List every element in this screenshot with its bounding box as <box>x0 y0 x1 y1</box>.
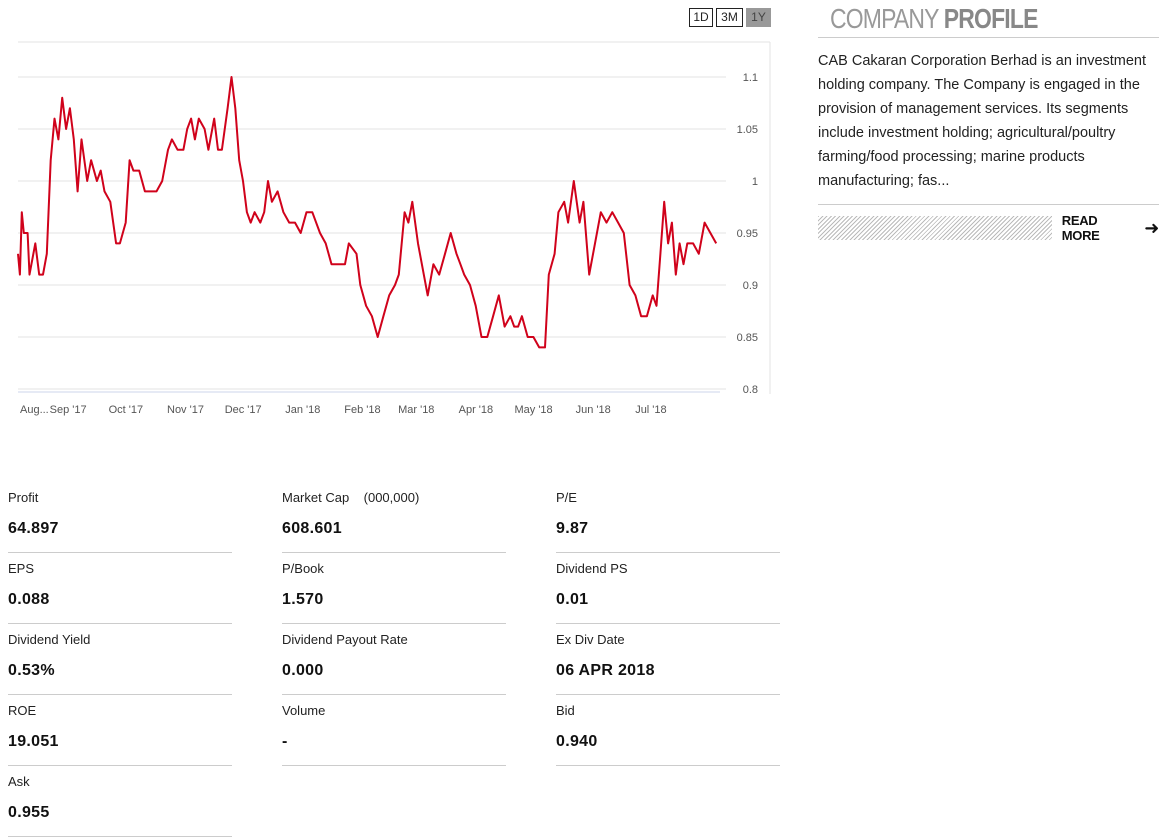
y-tick-label: 0.8 <box>743 384 758 396</box>
y-tick-label: 1.1 <box>743 72 758 84</box>
stat-label: Dividend Yield <box>8 632 91 647</box>
profile-divider <box>818 204 1159 205</box>
stat-value: 0.088 <box>8 591 50 608</box>
stat-eps: EPS 0.088 <box>8 553 232 624</box>
x-tick-label: Dec '17 <box>225 404 262 416</box>
stat-ex-div-date: Ex Div Date 06 APR 2018 <box>556 624 780 695</box>
stat-label: Dividend Payout Rate <box>282 632 408 647</box>
stat-dividend-yield: Dividend Yield 0.53% <box>8 624 232 695</box>
range-1y-button[interactable]: 1Y <box>746 8 771 27</box>
x-tick-label: May '18 <box>515 404 553 416</box>
x-tick-label: Jun '18 <box>576 404 611 416</box>
stat-value: - <box>282 733 288 750</box>
stat-pbook: P/Book 1.570 <box>282 553 506 624</box>
stat-label: Market Cap (000,000) <box>282 490 420 505</box>
stat-ask: Ask 0.955 <box>8 766 232 837</box>
stat-roe: ROE 19.051 <box>8 695 232 766</box>
stat-pe: P/E 9.87 <box>556 482 780 553</box>
stat-label: P/E <box>556 490 577 505</box>
profile-title-divider <box>818 37 1159 38</box>
stat-volume: Volume - <box>282 695 506 766</box>
stat-label: Bid <box>556 703 575 718</box>
price-series-line <box>17 76 718 349</box>
x-tick-label: Sep '17 <box>50 404 87 416</box>
range-selector: 1D 3M 1Y <box>689 8 771 27</box>
stats-grid: Profit 64.897 Market Cap (000,000) 608.601… <box>8 482 783 837</box>
stat-label: Ask <box>8 774 30 789</box>
read-more-row: READ MORE ➜ <box>818 213 1160 243</box>
stat-label: EPS <box>8 561 35 576</box>
stat-value: 64.897 <box>8 520 59 537</box>
stat-value: 1.570 <box>282 591 324 608</box>
stat-label: Dividend PS <box>556 561 628 576</box>
profile-title-light: COMPANY <box>830 3 939 34</box>
stat-value: 0.940 <box>556 733 598 750</box>
y-tick-label: 0.85 <box>737 332 758 344</box>
stat-profit: Profit 64.897 <box>8 482 232 553</box>
stat-value: 608.601 <box>282 520 342 537</box>
stat-label: Ex Div Date <box>556 632 625 647</box>
profile-title-bold: PROFILE <box>943 3 1039 34</box>
stat-label: Profit <box>8 490 39 505</box>
stat-value: 0.955 <box>8 804 50 821</box>
stat-bid: Bid 0.940 <box>556 695 780 766</box>
x-tick-label: Aug... <box>20 404 49 416</box>
stat-value: 06 APR 2018 <box>556 662 655 679</box>
stat-value: 0.01 <box>556 591 589 608</box>
y-tick-label: 1 <box>752 176 758 188</box>
range-1d-button[interactable]: 1D <box>689 8 713 27</box>
x-tick-label: Mar '18 <box>398 404 434 416</box>
x-tick-label: Apr '18 <box>459 404 494 416</box>
y-tick-label: 0.95 <box>737 228 758 240</box>
stat-label: Volume <box>282 703 326 718</box>
y-tick-label: 1.05 <box>737 124 758 136</box>
profile-title: COMPANY PROFILE <box>830 2 1100 36</box>
stat-dividend-payout-rate: Dividend Payout Rate 0.000 <box>282 624 506 695</box>
x-tick-label: Oct '17 <box>109 404 144 416</box>
arrow-right-icon: ➜ <box>1144 217 1159 238</box>
company-profile: COMPANY PROFILE CAB Cakaran Corporation … <box>818 0 1160 243</box>
x-tick-label: Jan '18 <box>285 404 320 416</box>
stat-dividend-ps: Dividend PS 0.01 <box>556 553 780 624</box>
stat-label: ROE <box>8 703 37 718</box>
x-tick-label: Jul '18 <box>635 404 666 416</box>
y-tick-label: 0.9 <box>743 280 758 292</box>
hatch-decoration <box>818 216 1052 240</box>
stat-label: P/Book <box>282 561 324 576</box>
price-chart: 1.1 1.05 1 0.95 0.9 0.85 0.8 Aug... Sep '17 Oct '… <box>17 41 771 416</box>
x-tick-label: Nov '17 <box>167 404 204 416</box>
profile-description: CAB Cakaran Corporation Berhad is an inv… <box>818 53 1147 189</box>
range-3m-button[interactable]: 3M <box>716 8 743 27</box>
x-tick-label: Feb '18 <box>344 404 380 416</box>
stat-value: 19.051 <box>8 733 59 750</box>
stat-value: 9.87 <box>556 520 589 537</box>
read-more-link[interactable]: READ MORE ➜ <box>1061 213 1160 243</box>
stat-market-cap: Market Cap (000,000) 608.601 <box>282 482 506 553</box>
stat-value: 0.53% <box>8 662 55 679</box>
stat-value: 0.000 <box>282 662 324 679</box>
read-more-label: READ MORE <box>1061 213 1100 243</box>
